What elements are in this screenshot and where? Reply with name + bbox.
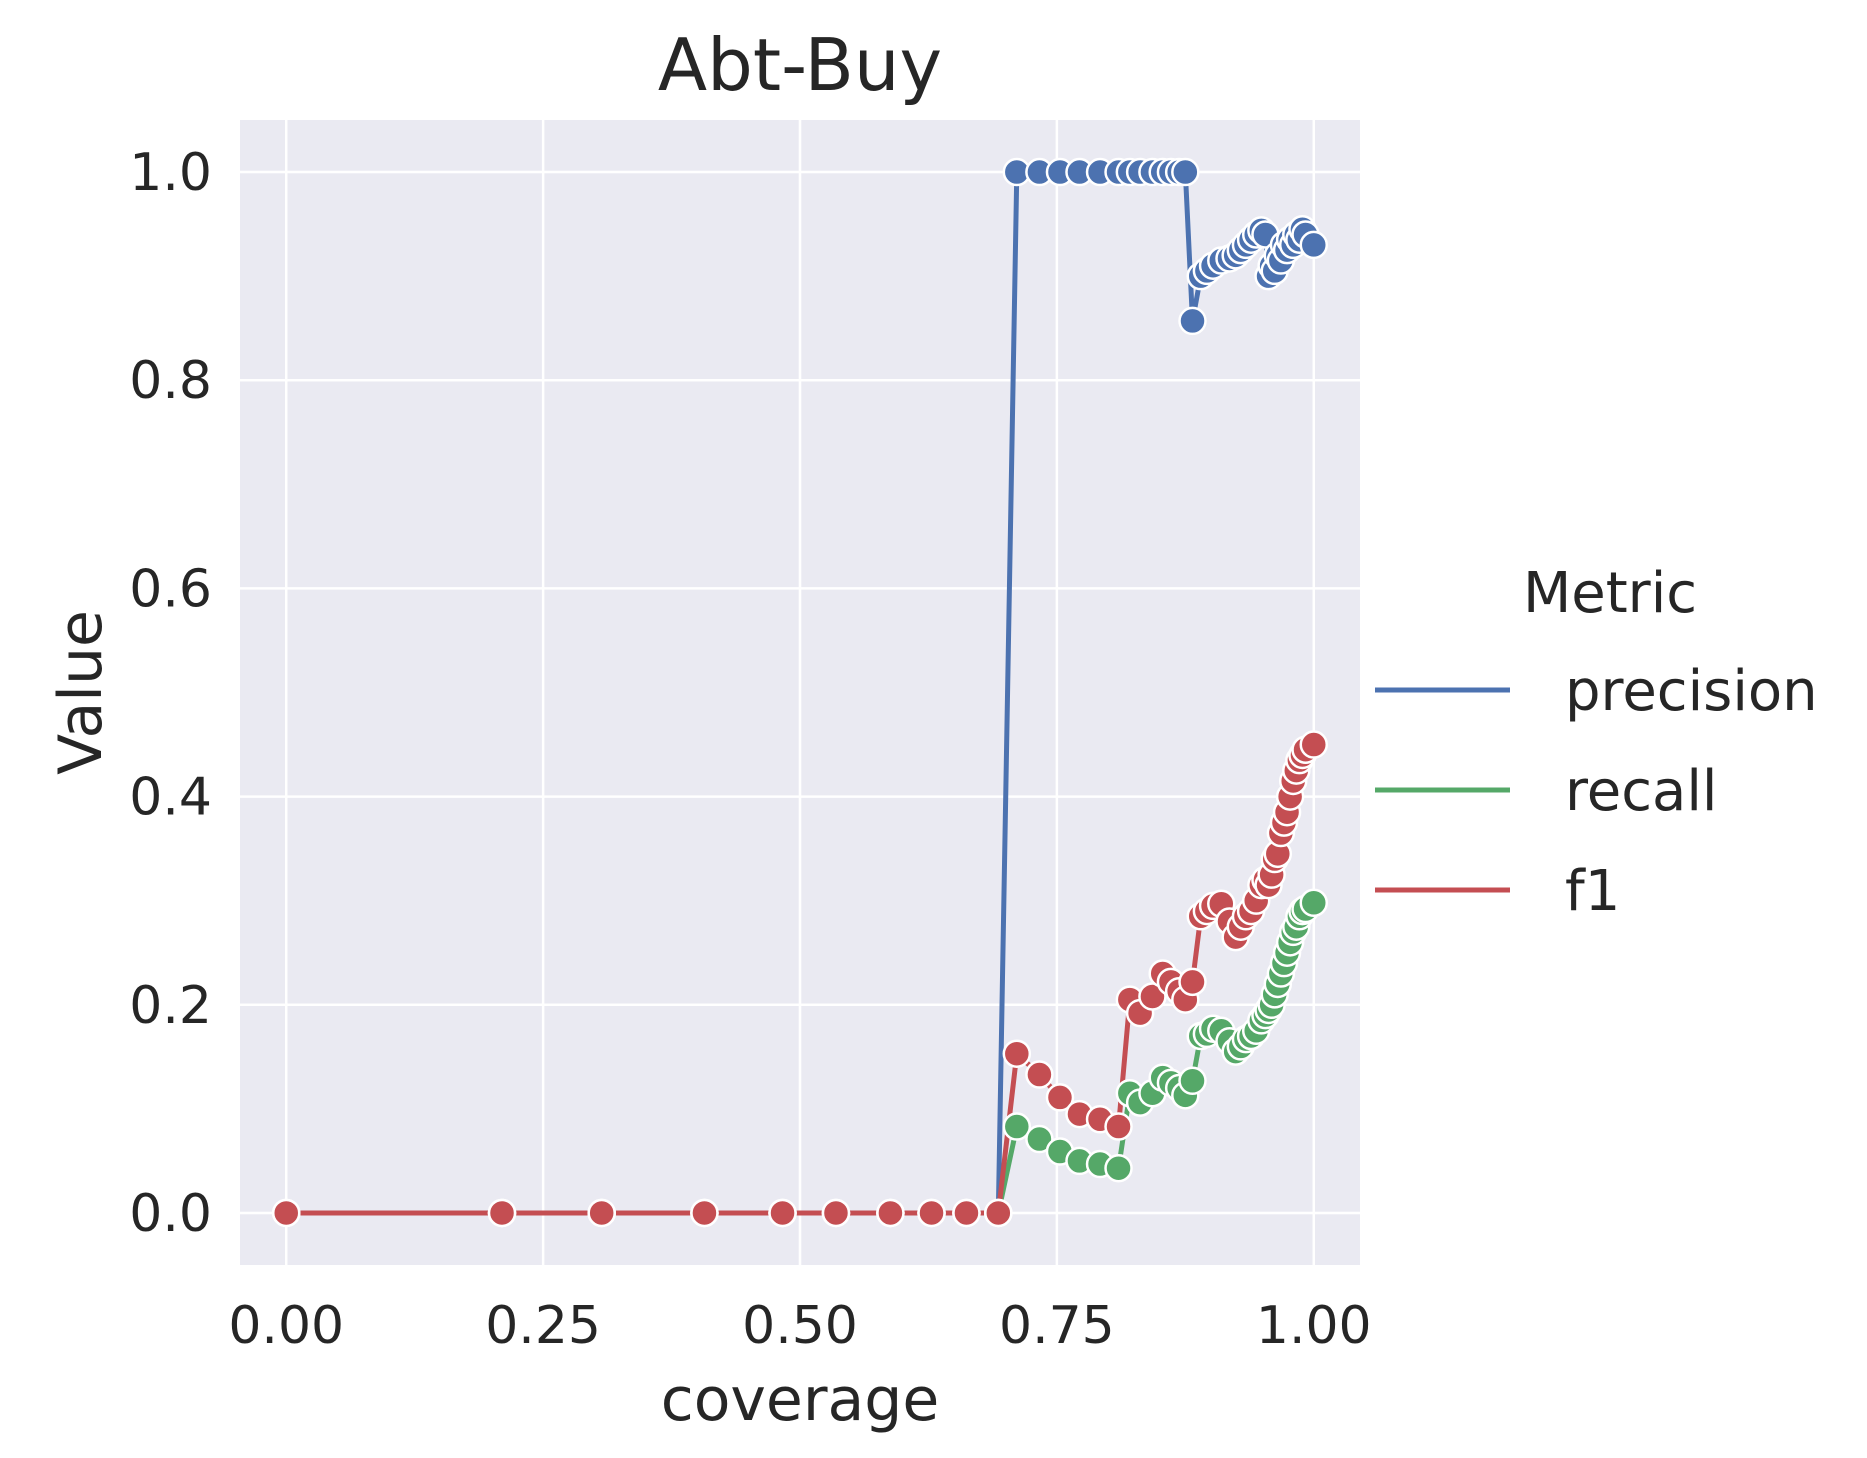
- x-tick-label: 0.00: [228, 1296, 344, 1356]
- legend-label-f1: f1: [1565, 859, 1620, 924]
- f1-point: [1045, 1083, 1075, 1112]
- y-tick-label: 0.0: [129, 1184, 212, 1244]
- y-tick-label: 1.0: [129, 143, 212, 203]
- recall-point: [1178, 1066, 1207, 1096]
- f1-point: [1025, 1060, 1054, 1089]
- x-tick-label: 0.50: [742, 1296, 858, 1356]
- f1-point: [1178, 967, 1207, 997]
- f1-point: [1104, 1112, 1133, 1141]
- y-axis-title: Value: [46, 610, 116, 775]
- f1-point: [952, 1198, 981, 1228]
- recall-point: [1299, 888, 1329, 918]
- f1-point: [768, 1198, 797, 1228]
- legend-items: precision recall f1: [1375, 659, 1818, 924]
- f1-point: [917, 1198, 946, 1228]
- legend: Metric precision recall f1: [1375, 561, 1818, 924]
- recall-point: [1002, 1112, 1032, 1141]
- chart-title: Abt-Buy: [658, 23, 942, 107]
- x-axis-title: coverage: [661, 1365, 940, 1435]
- f1-point: [821, 1198, 851, 1228]
- x-tick-label: 0.75: [999, 1296, 1115, 1356]
- x-axis-ticks: 0.00 0.25 0.50 0.75 1.00: [228, 1296, 1371, 1356]
- f1-point: [876, 1198, 905, 1228]
- x-tick-label: 0.25: [485, 1296, 601, 1356]
- legend-label-precision: precision: [1565, 659, 1818, 724]
- y-axis-ticks: 0.0 0.2 0.4 0.6 0.8 1.0: [129, 143, 212, 1244]
- recall-point: [1104, 1153, 1133, 1183]
- y-tick-label: 0.8: [129, 351, 212, 411]
- f1-point: [1299, 730, 1329, 759]
- y-tick-label: 0.4: [129, 768, 212, 828]
- f1-point: [984, 1198, 1013, 1228]
- f1-point: [487, 1198, 517, 1228]
- legend-title: Metric: [1523, 561, 1697, 626]
- series-layer: [271, 157, 1329, 1228]
- precision-point: [1171, 157, 1200, 187]
- precision-point: [1299, 230, 1329, 260]
- f1-point: [1002, 1039, 1032, 1068]
- f1-point: [690, 1198, 719, 1228]
- x-tick-label: 1.00: [1256, 1296, 1372, 1356]
- y-tick-label: 0.6: [129, 559, 212, 619]
- f1-point: [587, 1198, 616, 1228]
- f1-point: [271, 1198, 301, 1228]
- precision-point: [1178, 306, 1207, 336]
- recall-point: [1025, 1124, 1054, 1154]
- f1-point: [1138, 982, 1167, 1011]
- legend-label-recall: recall: [1565, 759, 1717, 824]
- y-tick-label: 0.2: [129, 976, 212, 1036]
